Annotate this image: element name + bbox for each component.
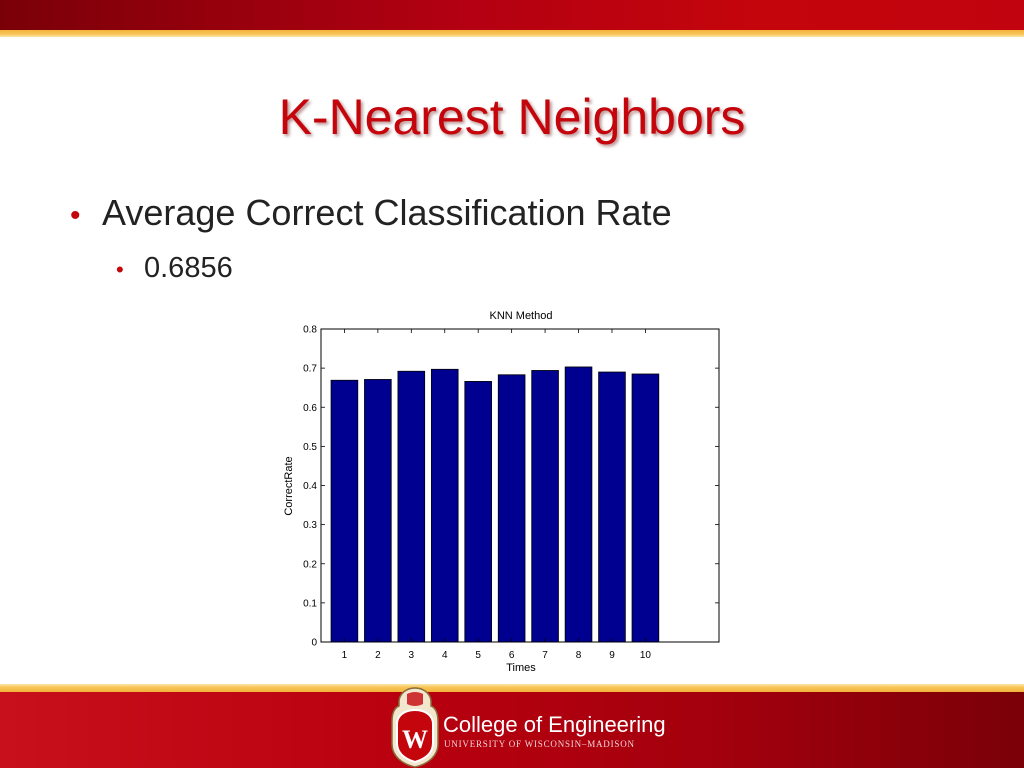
university-name: UNIVERSITY OF WISCONSIN–MADISON bbox=[444, 739, 635, 749]
bar-1 bbox=[330, 379, 359, 643]
bar-9 bbox=[598, 371, 626, 643]
chart-title: KNN Method bbox=[490, 310, 553, 322]
bullet-dot-main: • bbox=[70, 199, 81, 232]
chart-y-axis-label: CorrectRate bbox=[283, 456, 295, 515]
bullet-main: • Average Correct Classification Rate bbox=[70, 192, 672, 234]
x-tick-label-2: 2 bbox=[375, 650, 381, 661]
y-tick-label-0: 0 bbox=[311, 638, 317, 649]
bullet-dot-sub: • bbox=[116, 257, 124, 282]
top-gold-stripe bbox=[0, 30, 1024, 37]
y-tick-label-0.4: 0.4 bbox=[303, 481, 317, 492]
x-tick-label-7: 7 bbox=[542, 650, 548, 661]
chart-plot-frame bbox=[320, 328, 720, 643]
college-name: College of Engineering bbox=[443, 712, 666, 737]
x-tick-label-10: 10 bbox=[640, 650, 652, 661]
bullet-sub: • 0.6856 bbox=[116, 252, 233, 285]
top-banner bbox=[0, 0, 1024, 30]
x-tick-label-6: 6 bbox=[509, 650, 515, 661]
bar-3 bbox=[397, 370, 426, 643]
y-tick-label-0.2: 0.2 bbox=[303, 559, 317, 570]
x-tick-label-1: 1 bbox=[342, 650, 348, 661]
x-tick-label-5: 5 bbox=[475, 650, 481, 661]
bullet-main-text: Average Correct Classification Rate bbox=[102, 192, 672, 233]
y-tick-label-0.6: 0.6 bbox=[303, 403, 317, 414]
bar-6 bbox=[497, 374, 526, 643]
x-tick-label-3: 3 bbox=[409, 650, 415, 661]
bottom-gold-stripe bbox=[0, 684, 1024, 692]
y-tick-label-0.8: 0.8 bbox=[303, 325, 317, 336]
knn-bar-chart: KNN Method CorrectRate Times 1 2 3 4 5 6 7 8 9 10… bbox=[283, 310, 720, 674]
uw-crest-logo: W bbox=[391, 687, 439, 768]
y-tick-label-0.5: 0.5 bbox=[303, 442, 317, 453]
y-tick-label-0.1: 0.1 bbox=[303, 598, 317, 609]
crest-letter: W bbox=[402, 725, 428, 754]
footer-banner bbox=[0, 692, 1024, 768]
y-tick-label-0.7: 0.7 bbox=[303, 364, 317, 375]
x-tick-label-4: 4 bbox=[442, 650, 448, 661]
x-tick-label-9: 9 bbox=[609, 650, 615, 661]
bar-8 bbox=[564, 366, 593, 643]
bar-4 bbox=[430, 368, 459, 643]
chart-x-axis-label: Times bbox=[506, 662, 536, 674]
bullet-sub-text: 0.6856 bbox=[144, 252, 233, 284]
x-tick-label-8: 8 bbox=[576, 650, 582, 661]
slide-title: K-Nearest Neighbors bbox=[278, 89, 746, 145]
bar-2 bbox=[364, 379, 392, 643]
bar-10 bbox=[631, 373, 660, 643]
y-tick-label-0.3: 0.3 bbox=[303, 520, 317, 531]
bar-7 bbox=[531, 370, 559, 643]
bar-5 bbox=[464, 381, 492, 643]
